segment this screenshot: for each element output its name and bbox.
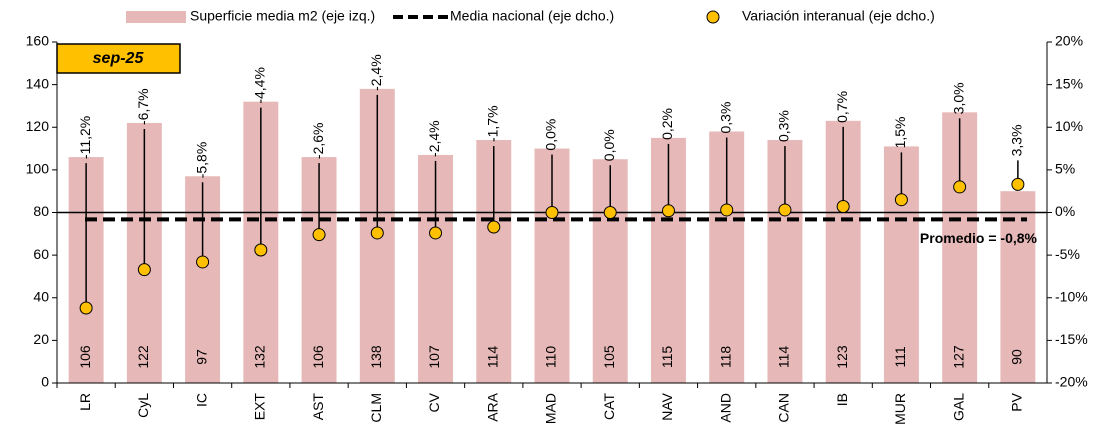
x-tick-label: IC: [193, 393, 209, 407]
point: [79, 301, 93, 315]
x-tick-label: NAV: [659, 392, 675, 420]
point-label: 0,2%: [659, 108, 675, 140]
x-tick-label: LR: [77, 393, 93, 411]
bar-value-label: 114: [776, 346, 792, 369]
point-label: -2,6%: [310, 123, 326, 160]
x-tick-label: AST: [310, 393, 326, 421]
point-label: -11,2%: [77, 116, 93, 159]
point: [953, 180, 967, 194]
point-label: 0,3%: [776, 110, 792, 142]
y-tick-label: 40: [33, 288, 49, 304]
x-tick-label: CLM: [368, 393, 384, 423]
x-tick-label: CV: [426, 392, 442, 412]
point: [137, 263, 151, 277]
badge: sep-25: [93, 50, 145, 67]
point: [370, 226, 384, 240]
x-tick-label: ARA: [484, 392, 500, 421]
point-label: -4,4%: [252, 67, 268, 104]
legend-swatch: [126, 11, 186, 23]
y-tick-label: 100: [26, 161, 50, 177]
bar-value-label: 118: [717, 346, 733, 369]
x-tick-label: IB: [834, 393, 850, 406]
y-tick-label: 160: [26, 33, 50, 49]
point: [603, 206, 617, 219]
point-label: 0,7%: [834, 91, 850, 123]
point-label: -2,4%: [426, 120, 442, 157]
point: [720, 203, 734, 217]
y-tick-label: 20: [33, 331, 49, 347]
point: [312, 228, 326, 242]
bar-value-label: 97: [193, 349, 209, 365]
point-label: -1,7%: [484, 105, 500, 142]
point-label: 3,0%: [950, 82, 966, 114]
bar-value-label: 127: [950, 345, 966, 369]
x-tick-label: EXT: [252, 393, 268, 421]
point-label: 0,0%: [601, 129, 617, 161]
bar-value-label: 107: [426, 345, 442, 369]
point: [1011, 177, 1025, 191]
x-tick-label: MAD: [543, 393, 559, 424]
bar-value-label: 115: [659, 346, 675, 369]
x-tick-label: CyL: [135, 393, 151, 418]
y2-tick-label: 20%: [1055, 33, 1083, 49]
bar-value-label: 114: [484, 346, 500, 369]
point-label: -2,4%: [368, 54, 384, 91]
point: [196, 255, 210, 269]
x-tick-label: CAT: [601, 393, 617, 420]
legend-label: Superficie media m2 (eje izq.): [190, 8, 375, 24]
point-label: 0,0%: [543, 119, 559, 151]
bar-value-label: 138: [368, 345, 384, 369]
bar-value-label: 106: [77, 345, 93, 369]
x-tick-label: CAN: [776, 393, 792, 423]
point-label: 1,5%: [892, 117, 908, 149]
legend-label: Media nacional (eje dcho.): [450, 8, 614, 24]
y-tick-label: 80: [33, 203, 49, 219]
point-label: -5,8%: [193, 142, 209, 179]
point-label: -6,7%: [135, 88, 151, 125]
legend-swatch: [706, 10, 720, 24]
bar-value-label: 105: [601, 345, 617, 369]
x-tick-label: MUR: [892, 393, 908, 425]
point-label: 0,3%: [717, 102, 733, 134]
y-tick-label: 140: [26, 75, 50, 91]
y2-tick-label: 5%: [1055, 161, 1075, 177]
y2-tick-label: 10%: [1055, 118, 1083, 134]
x-tick-label: PV: [1009, 392, 1025, 411]
y2-tick-label: -20%: [1055, 374, 1088, 390]
point: [254, 243, 268, 257]
y-tick-label: 0: [41, 374, 49, 390]
y-tick-label: 120: [26, 118, 50, 134]
y2-tick-label: -5%: [1055, 246, 1080, 262]
point: [894, 193, 908, 207]
bar-value-label: 132: [252, 345, 268, 369]
point: [429, 226, 443, 240]
y2-tick-label: -10%: [1055, 288, 1088, 304]
point: [778, 203, 792, 217]
point: [836, 200, 850, 214]
bar-value-label: 110: [543, 346, 559, 369]
bar-value-label: 90: [1009, 349, 1025, 365]
bar: [1000, 191, 1036, 383]
y2-tick-label: 0%: [1055, 203, 1075, 219]
point: [545, 206, 559, 219]
legend-label: Variación interanual (eje dcho.): [742, 8, 935, 24]
national-mean-label: Promedio = -0,8%: [920, 230, 1038, 246]
y2-tick-label: -15%: [1055, 331, 1088, 347]
point-label: 3,3%: [1009, 124, 1025, 156]
y-tick-label: 60: [33, 246, 49, 262]
point: [487, 220, 501, 234]
bar-value-label: 111: [892, 346, 908, 367]
bar-value-label: 123: [834, 345, 850, 369]
bar-value-label: 122: [135, 345, 151, 369]
y2-tick-label: 15%: [1055, 75, 1083, 91]
x-tick-label: AND: [717, 393, 733, 423]
point: [661, 204, 675, 218]
x-tick-label: GAL: [950, 393, 966, 421]
bar-value-label: 106: [310, 345, 326, 369]
